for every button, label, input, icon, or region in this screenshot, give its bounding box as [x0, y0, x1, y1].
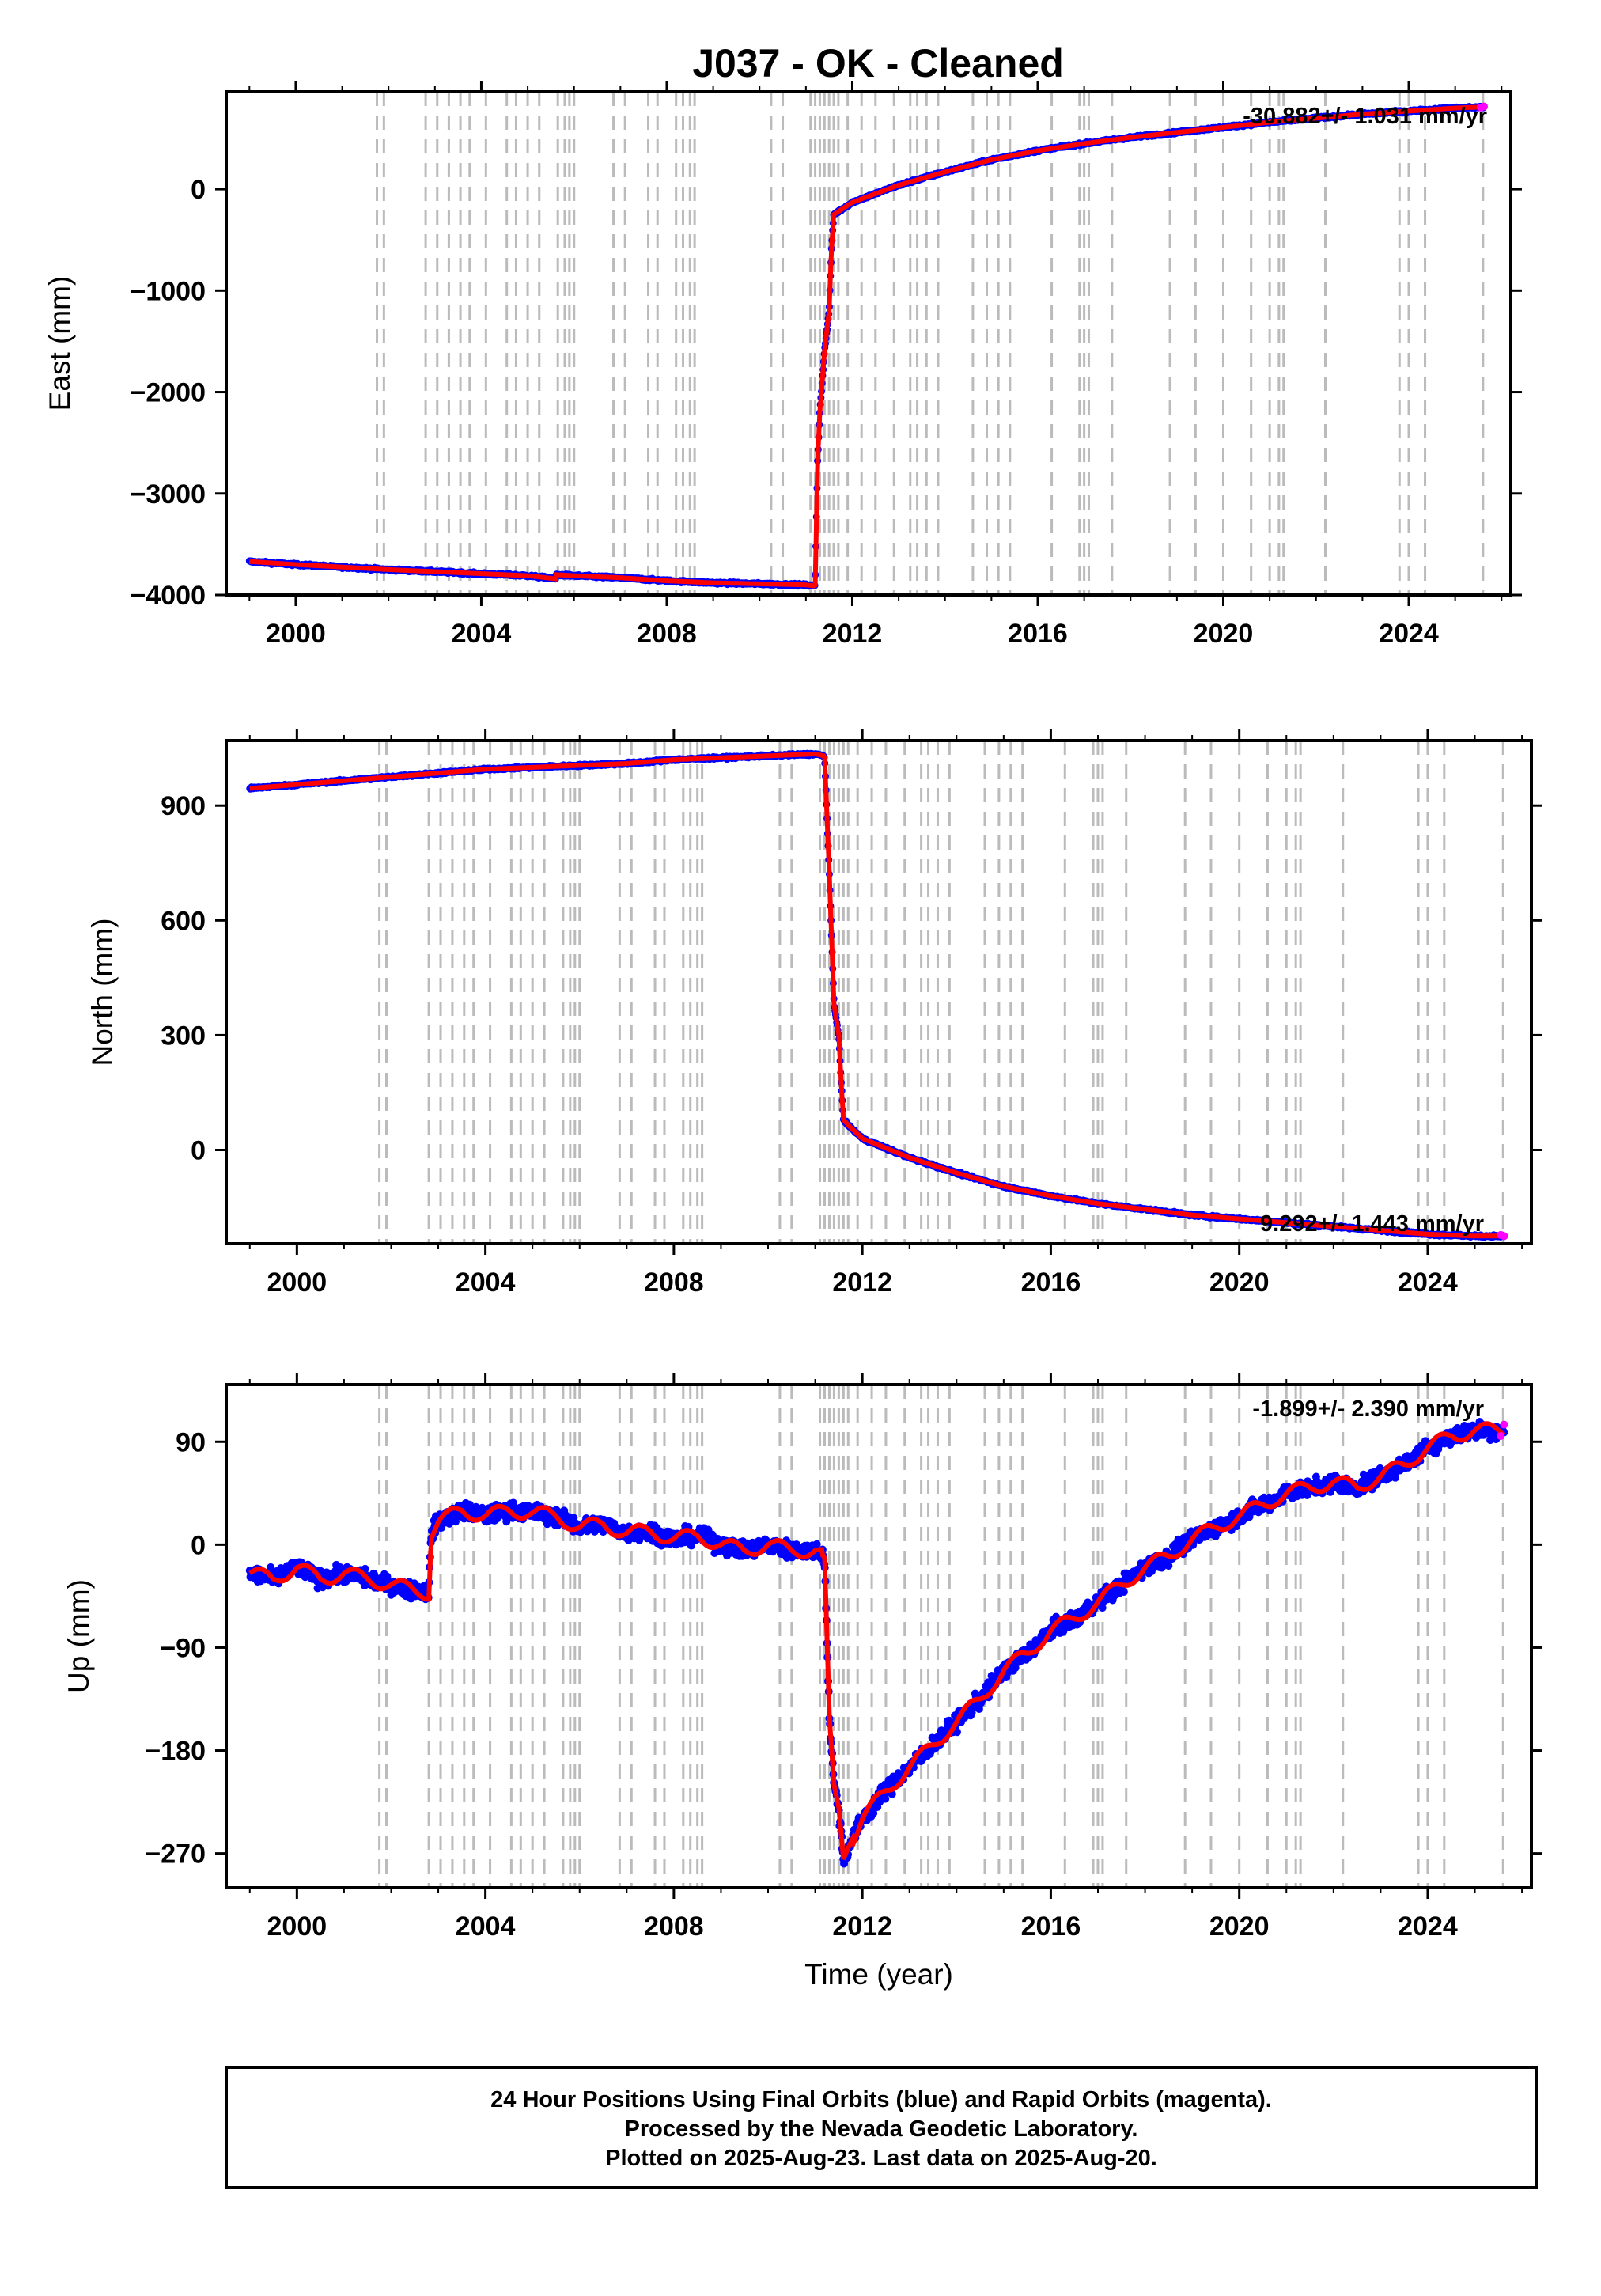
chart-title: J037 - OK - Cleaned	[692, 41, 1064, 85]
north-panel: 2000 2004 2008 2012 2016 2020 2024 0 300 600 900 No…	[86, 729, 1542, 1298]
x-tick-label: 2024	[1398, 1267, 1458, 1298]
x-tick-label: 2020	[1194, 619, 1254, 649]
rapid-orbit-point	[1500, 1232, 1508, 1241]
y-tick-label: 300	[161, 1021, 206, 1051]
x-tick-label: 2008	[637, 619, 697, 649]
y-tick-label: 0	[191, 175, 206, 205]
plot-frame	[225, 90, 1512, 597]
y-tick-label: −2000	[131, 378, 206, 408]
x-tick-label: 2016	[1021, 1267, 1081, 1298]
plot-frame	[225, 739, 1533, 1245]
final-orbits-series	[246, 749, 1508, 1241]
up-panel: 2000 2004 2008 2012 2016 2020 2024−270−180−900…	[62, 1373, 1542, 1991]
rate-label: -30.882+/- 1.031 mm/yr	[1243, 104, 1487, 129]
x-tick-label: 2004	[452, 619, 512, 649]
y-tick-label: 600	[161, 906, 206, 936]
y-tick-label: −1000	[131, 276, 206, 306]
y-tick-label: −3000	[131, 479, 206, 510]
x-tick-label: 2020	[1209, 1267, 1270, 1298]
final-orbits-series	[245, 1418, 1508, 1868]
final-orbits-series	[245, 102, 1488, 590]
rate-label: 9.292+/- 1.443 mm/yr	[1260, 1211, 1484, 1237]
x-tick-label: 2024	[1379, 619, 1439, 649]
x-tick-label: 2000	[266, 619, 326, 649]
y-tick-label: 0	[191, 1136, 206, 1166]
y-tick-label: 900	[161, 791, 206, 821]
y-tick-label: −4000	[131, 581, 206, 611]
model-fit-line	[249, 104, 1485, 589]
y-axis-label: East (mm)	[44, 276, 76, 411]
x-tick-label: 2000	[267, 1267, 327, 1298]
x-tick-label: 2004	[456, 1267, 516, 1298]
x-tick-label: 2008	[644, 1267, 704, 1298]
x-tick-label: 2012	[832, 1267, 892, 1298]
x-tick-label: 2012	[823, 619, 883, 649]
model-fit-line	[249, 751, 1504, 1239]
y-axis-label: North (mm)	[86, 918, 119, 1066]
east-panel: 2000 2004 2008 2012 2016 2020 2024 −4000 −3000 −2…	[44, 81, 1522, 649]
x-tick-label: 2016	[1008, 619, 1068, 649]
